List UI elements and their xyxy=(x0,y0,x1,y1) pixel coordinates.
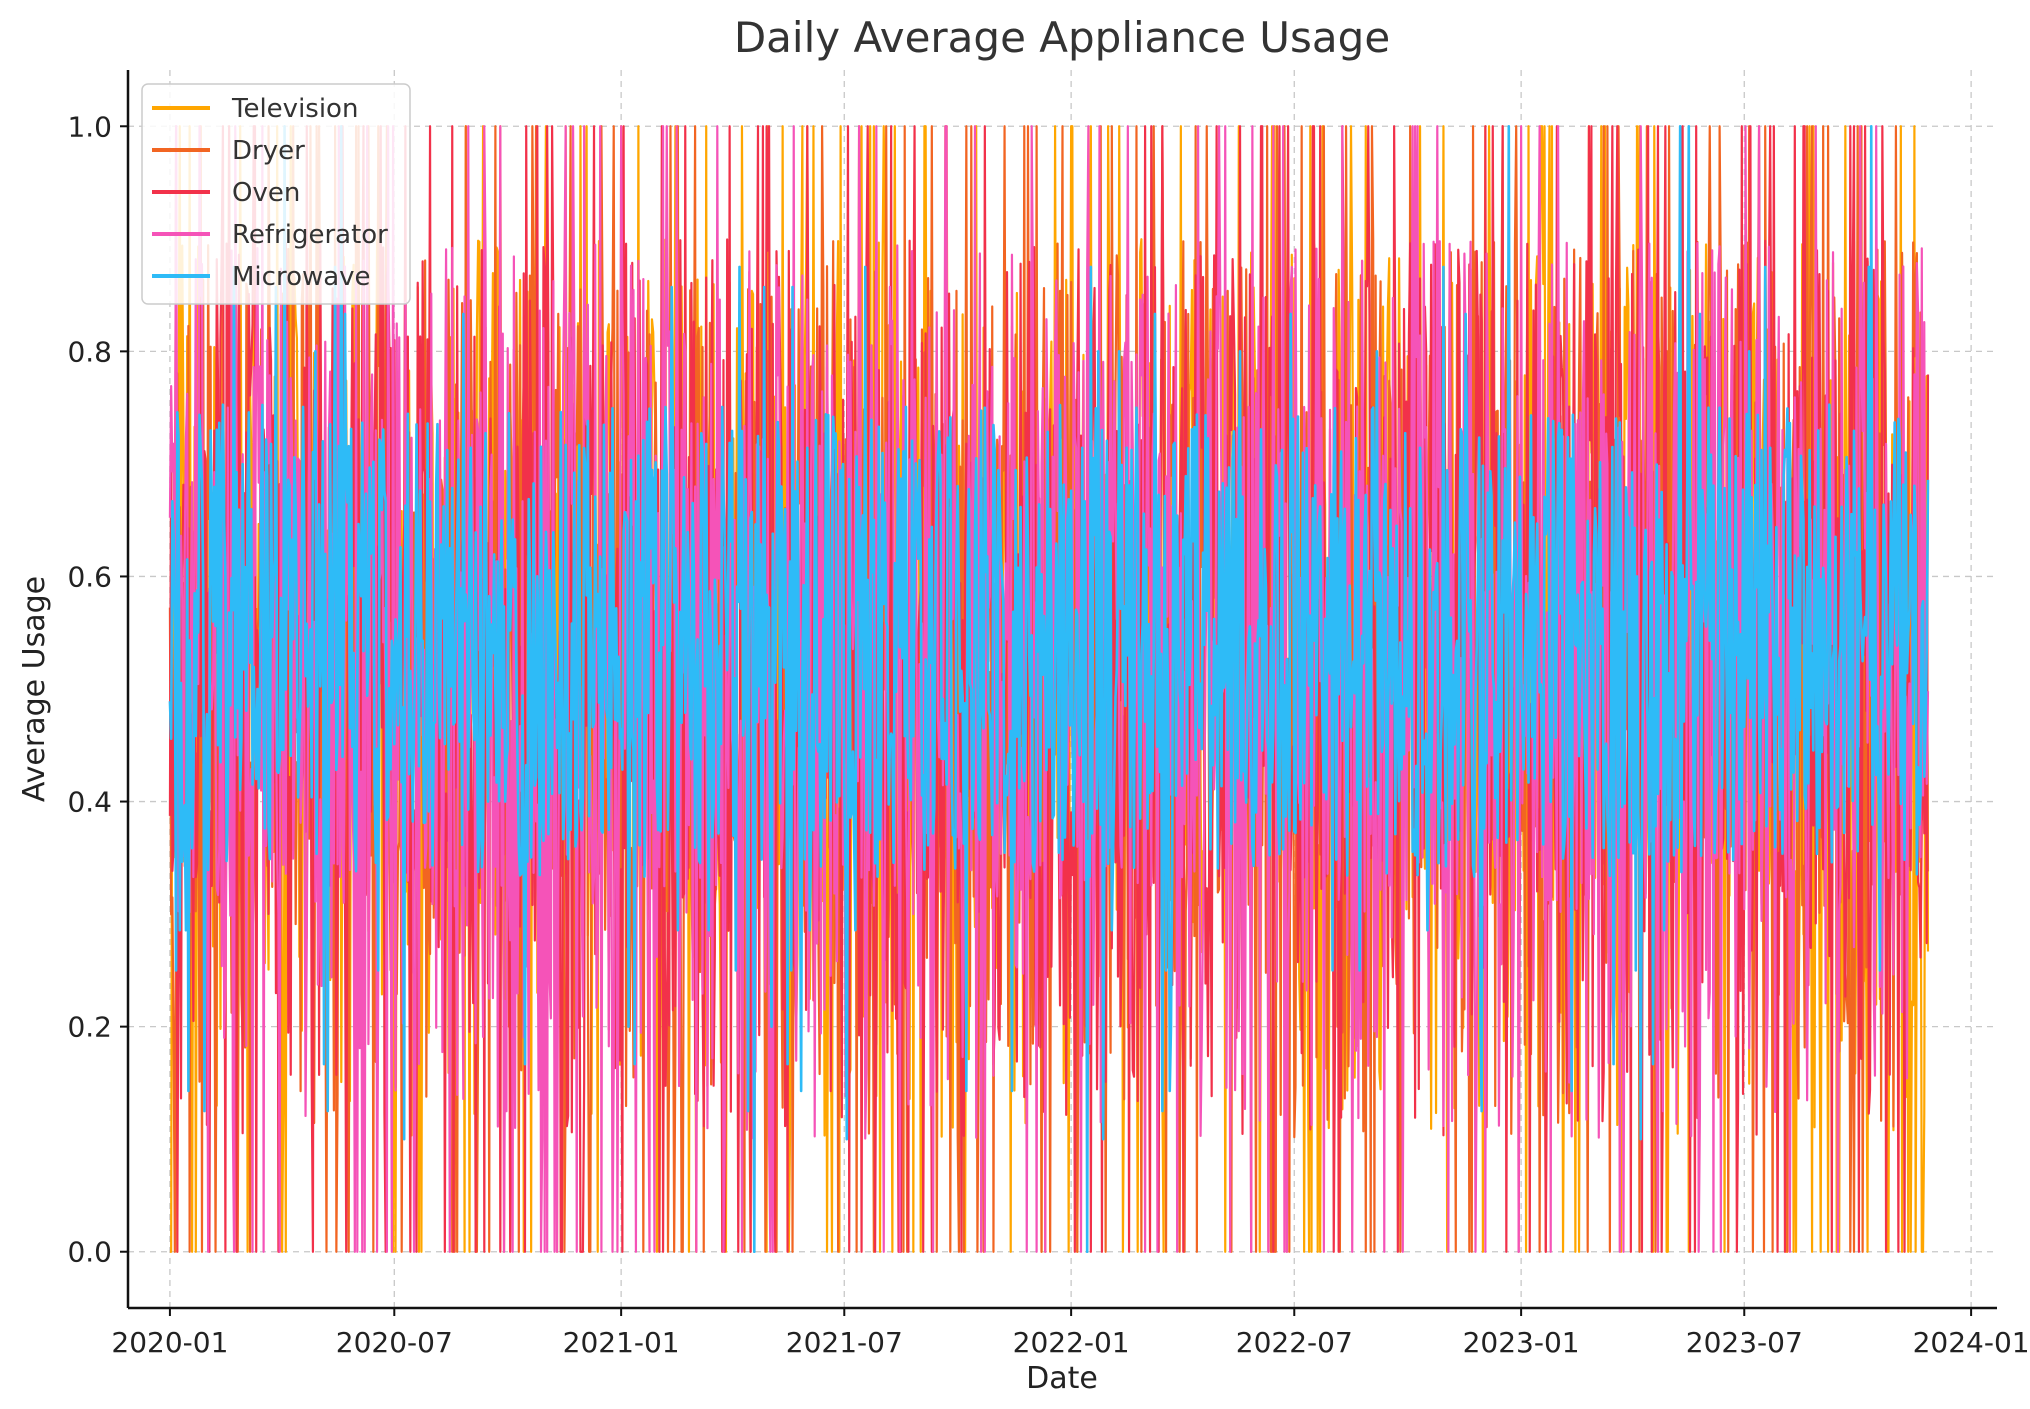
y-axis-label: Average Usage xyxy=(17,576,52,802)
y-tick-label: 1.0 xyxy=(67,110,112,143)
legend-label-dryer: Dryer xyxy=(232,136,305,166)
legend: Television Dryer Oven Refrigerator Microwave xyxy=(141,83,411,305)
legend-label-television: Television xyxy=(231,94,358,124)
x-tick-label: 2023-01 xyxy=(1463,1326,1580,1359)
series-line-microwave xyxy=(168,124,1930,1254)
series-lines xyxy=(168,124,1930,1254)
x-tick-label: 2022-01 xyxy=(1013,1326,1130,1359)
legend-box xyxy=(141,83,411,305)
legend-label-microwave: Microwave xyxy=(232,262,371,292)
x-tick-label: 2022-07 xyxy=(1236,1326,1353,1359)
x-tick-label: 2021-07 xyxy=(786,1326,903,1359)
y-tick-label: 0.4 xyxy=(67,786,112,819)
x-tick-label: 2020-07 xyxy=(336,1326,453,1359)
legend-label-oven: Oven xyxy=(232,178,300,208)
x-axis-ticks: 2020-01 2020-07 2021-01 2021-07 2022-01 2022-… xyxy=(111,1308,2030,1359)
y-tick-label: 0.2 xyxy=(67,1011,112,1044)
x-tick-label: 2023-07 xyxy=(1686,1326,1803,1359)
chart-title: Daily Average Appliance Usage xyxy=(734,13,1390,62)
y-axis-ticks: 0.0 0.2 0.4 0.6 0.8 1.0 xyxy=(67,110,128,1269)
y-tick-label: 0.0 xyxy=(67,1236,112,1269)
x-tick-label: 2020-01 xyxy=(111,1326,228,1359)
y-tick-label: 0.6 xyxy=(67,560,112,593)
x-tick-label: 2024-01 xyxy=(1913,1326,2030,1359)
y-tick-label: 0.8 xyxy=(67,335,112,368)
x-axis-label: Date xyxy=(1026,1361,1098,1396)
legend-label-refrigerator: Refrigerator xyxy=(232,220,388,250)
x-tick-label: 2021-01 xyxy=(563,1326,680,1359)
